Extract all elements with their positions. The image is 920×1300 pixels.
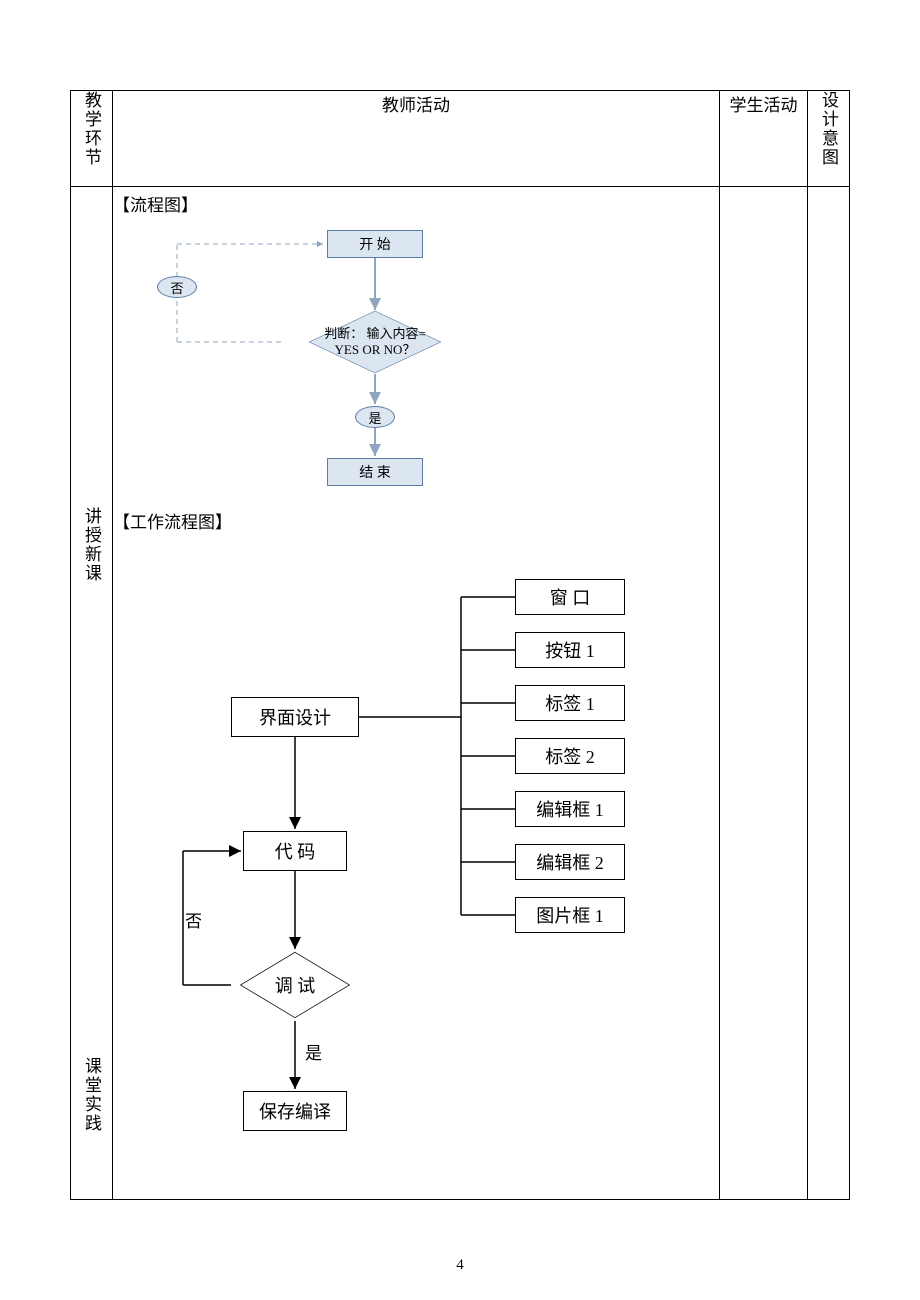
table-body-row: 讲授新课 课堂实践 【流程图】 xyxy=(71,187,850,1200)
side-label-1: 讲授新课 xyxy=(79,507,104,583)
flow2-right-item-0: 窗 口 xyxy=(515,579,625,615)
header-col1: 教学环节 xyxy=(71,91,113,187)
header-col2: 教师活动 xyxy=(113,91,720,187)
flow1-decision-node: 判断： 输入内容= YES OR NO？ xyxy=(281,298,469,386)
design-intent-cell xyxy=(808,187,850,1200)
side-label-2: 课堂实践 xyxy=(79,1057,104,1133)
flow2-right-item-3: 标签 2 xyxy=(515,738,625,774)
page: 教学环节 教师活动 学生活动 设计意图 讲授新课 课堂实践 【流程图】 xyxy=(0,0,920,1300)
header-col4-text: 设计意图 xyxy=(816,91,841,167)
lesson-plan-table: 教学环节 教师活动 学生活动 设计意图 讲授新课 课堂实践 【流程图】 xyxy=(70,90,850,1200)
flow2-right-item-4: 编辑框 1 xyxy=(515,791,625,827)
flow1-end-text: 结 束 xyxy=(359,462,391,482)
flow1-start-node: 开 始 xyxy=(327,230,423,258)
flow2-save-text: 保存编译 xyxy=(259,1098,331,1124)
page-number: 4 xyxy=(0,1257,920,1274)
teacher-activity-cell: 【流程图】 xyxy=(113,187,720,1200)
flow2-debug-node: 调 试 xyxy=(231,946,359,1024)
flow2-right-item-6: 图片框 1 xyxy=(515,897,625,933)
flow1-start-text: 开 始 xyxy=(359,234,391,254)
header-col3: 学生活动 xyxy=(720,91,808,187)
flowchart-1: 开 始 否 判断： 输入内容= YES OR NO？ 是 xyxy=(139,224,519,504)
flow1-end-node: 结 束 xyxy=(327,458,423,486)
header-col3-text: 学生活动 xyxy=(730,96,798,115)
flow2-ui-design-node: 界面设计 xyxy=(231,697,359,737)
flow2-code-text: 代 码 xyxy=(275,838,316,864)
flow1-yes-text: 是 xyxy=(368,408,381,427)
flow2-right-item-5: 编辑框 2 xyxy=(515,844,625,880)
header-col1-text: 教学环节 xyxy=(79,91,104,167)
flow2-right-item-1: 按钮 1 xyxy=(515,632,625,668)
flow2-ui-design-text: 界面设计 xyxy=(259,704,331,730)
flow2-right-item-2: 标签 1 xyxy=(515,685,625,721)
flow1-no-text: 否 xyxy=(170,278,183,297)
side-cell: 讲授新课 课堂实践 xyxy=(71,187,113,1200)
flow2-save-node: 保存编译 xyxy=(243,1091,347,1131)
flow1-decision-text: 判断： 输入内容= YES OR NO？ xyxy=(324,326,426,359)
section2-title: 【工作流程图】 xyxy=(113,508,719,533)
header-col4: 设计意图 xyxy=(808,91,850,187)
table-header-row: 教学环节 教师活动 学生活动 设计意图 xyxy=(71,91,850,187)
section1-title: 【流程图】 xyxy=(113,191,719,216)
flow2-yes-label: 是 xyxy=(305,1039,322,1064)
header-col2-text: 教师活动 xyxy=(382,96,450,115)
flow2-code-node: 代 码 xyxy=(243,831,347,871)
flowchart-2: 界面设计 代 码 调 试 保存编译 否 是 xyxy=(147,541,647,1161)
flow2-debug-text: 调 试 xyxy=(275,972,316,998)
student-activity-cell xyxy=(720,187,808,1200)
flow2-no-label: 否 xyxy=(185,907,202,932)
